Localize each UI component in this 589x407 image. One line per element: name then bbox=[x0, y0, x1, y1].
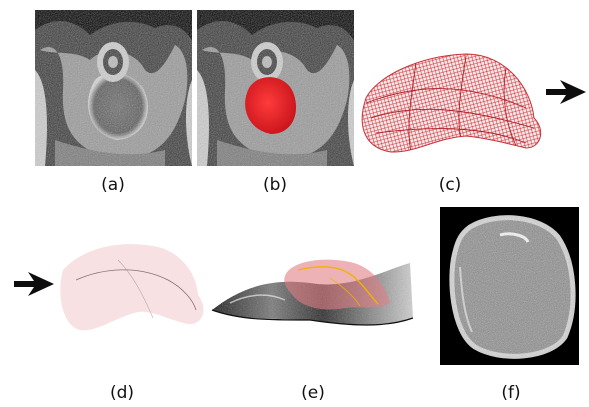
label-a: (a) bbox=[101, 175, 125, 195]
panel-f-mri-cross-section bbox=[440, 207, 579, 365]
panel-a-mri-slice bbox=[35, 10, 192, 166]
panel-b-mri-segmentation bbox=[197, 10, 354, 166]
surface-image-d bbox=[60, 244, 204, 331]
mesh-image-c bbox=[361, 53, 542, 153]
label-b: (b) bbox=[262, 175, 288, 195]
panel-c-wireframe-mesh bbox=[356, 48, 548, 166]
right-arrow-icon bbox=[14, 272, 54, 296]
label-d: (d) bbox=[109, 383, 135, 403]
label-c: (c) bbox=[438, 175, 462, 195]
label-e: (e) bbox=[301, 383, 325, 403]
label-f: (f) bbox=[501, 383, 521, 403]
segmentation-mask bbox=[245, 77, 297, 134]
slab-image-e bbox=[211, 259, 414, 326]
panel-d-smooth-surface bbox=[58, 240, 208, 335]
right-arrow-icon bbox=[546, 80, 586, 104]
mri-image-f bbox=[440, 207, 579, 365]
mri-image-b bbox=[197, 10, 354, 166]
panel-e-surface-slab bbox=[210, 248, 415, 333]
mri-image-a bbox=[35, 10, 192, 166]
